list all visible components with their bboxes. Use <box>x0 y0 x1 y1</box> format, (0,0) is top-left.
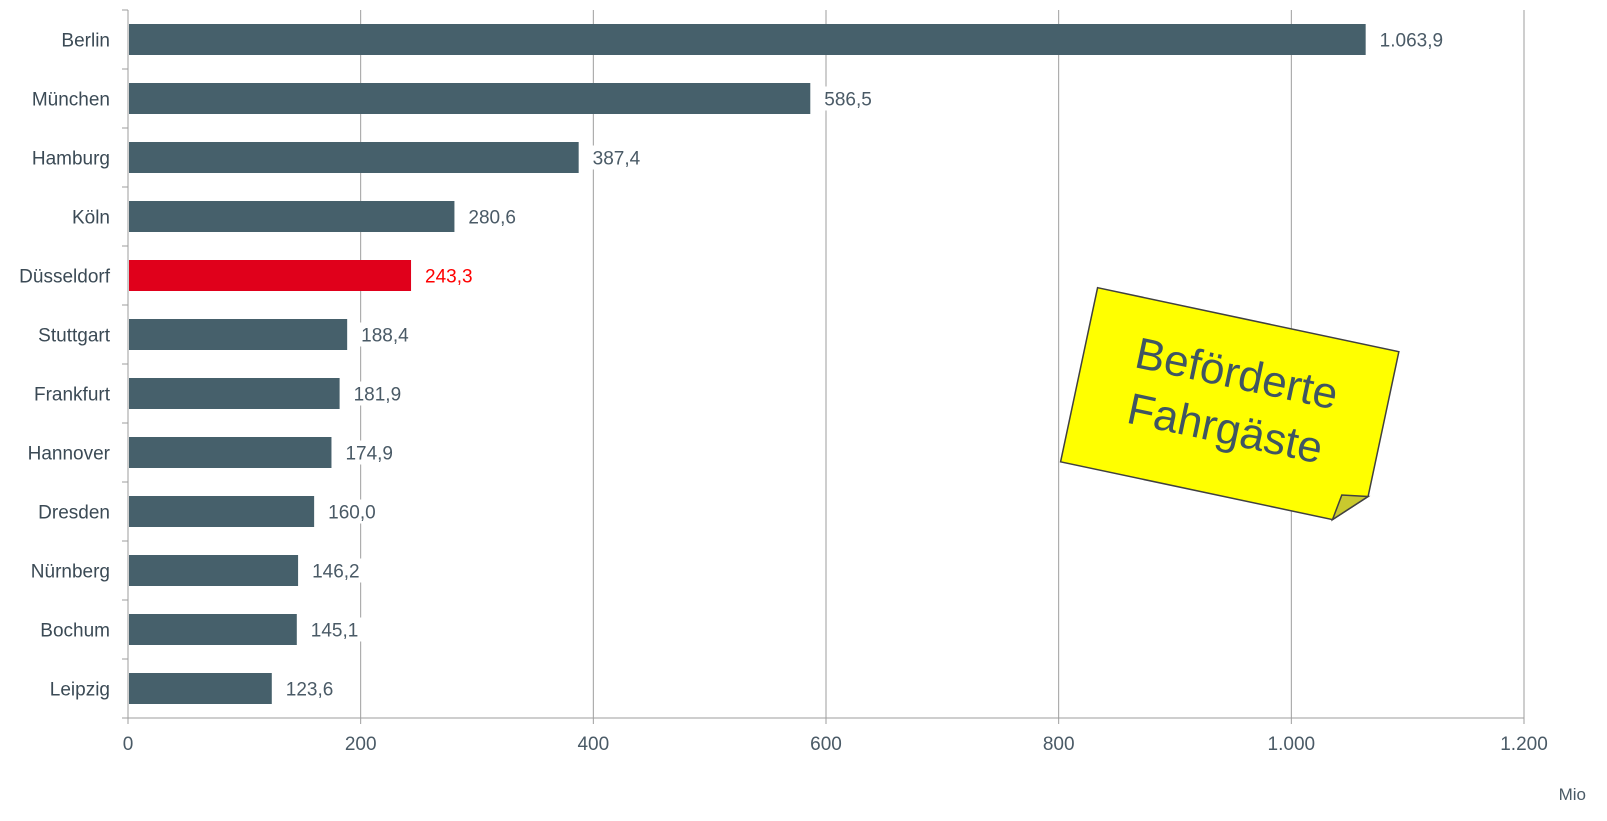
bar <box>129 437 332 468</box>
category-label: Hannover <box>28 444 111 465</box>
bar <box>129 201 455 232</box>
bar <box>129 260 412 291</box>
bar <box>129 496 315 527</box>
sticky-note-curl <box>1330 494 1371 522</box>
category-label: Dresden <box>38 503 110 524</box>
category-label: München <box>32 90 110 111</box>
value-label: 181,9 <box>354 385 402 406</box>
category-label: Hamburg <box>32 149 110 170</box>
value-label-backing <box>463 204 526 229</box>
bar <box>129 142 579 173</box>
value-labels: 1.063,9 586,5 387,4 280,6 243,3 188,4 181,9 174… <box>280 27 1459 701</box>
value-label-backing <box>340 440 403 465</box>
bar <box>129 83 811 114</box>
value-label: 188,4 <box>361 326 409 347</box>
x-tick-label: 400 <box>577 734 609 755</box>
value-label: 145,1 <box>311 621 359 642</box>
x-tick-label: 1.000 <box>1268 734 1316 755</box>
value-label-backing <box>1374 27 1459 52</box>
value-label: 586,5 <box>824 90 872 111</box>
category-label: Köln <box>72 208 110 229</box>
bar <box>129 555 299 586</box>
value-label-backing <box>307 558 370 583</box>
value-label-backing <box>587 145 651 170</box>
category-label: Leipzig <box>50 680 110 701</box>
category-label: Nürnberg <box>31 562 110 583</box>
value-label-backing <box>280 676 344 701</box>
category-label: Bochum <box>40 621 110 642</box>
category-label: Berlin <box>61 31 110 52</box>
value-label: 1.063,9 <box>1380 31 1443 52</box>
value-label-backing <box>305 617 369 642</box>
value-label: 280,6 <box>468 208 516 229</box>
value-label-backing <box>420 263 483 288</box>
value-label-backing <box>323 499 386 524</box>
value-label: 160,0 <box>328 503 376 524</box>
x-tick-label: 800 <box>1043 734 1075 755</box>
value-label: 174,9 <box>345 444 393 465</box>
sticky-note: Beförderte Fahrgäste <box>1059 286 1400 522</box>
bar <box>129 319 348 350</box>
value-label-backing <box>348 381 412 406</box>
value-label-backing <box>356 322 419 347</box>
value-label: 123,6 <box>286 680 334 701</box>
axes: 0 200 400 600 800 1.000 1.200 <box>122 9 1548 755</box>
x-tick-label: 200 <box>345 734 377 755</box>
bar <box>129 614 297 645</box>
category-label: Stuttgart <box>38 326 111 347</box>
bar <box>129 24 1366 55</box>
category-label: Düsseldorf <box>19 267 111 288</box>
value-label-backing <box>819 86 882 111</box>
value-label: 243,3 <box>425 267 473 288</box>
category-label: Frankfurt <box>34 385 111 406</box>
x-tick-label: 600 <box>810 734 842 755</box>
bars <box>129 24 1366 704</box>
value-label: 146,2 <box>312 562 360 583</box>
bar <box>129 378 340 409</box>
unit-label: Mio <box>1559 785 1586 804</box>
x-tick-label: 1.200 <box>1500 734 1548 755</box>
bar <box>129 673 272 704</box>
x-tick-label: 0 <box>123 734 134 755</box>
category-labels: Berlin München Hamburg Köln Düsseldorf Stuttg… <box>19 31 111 701</box>
value-label: 387,4 <box>593 149 641 170</box>
